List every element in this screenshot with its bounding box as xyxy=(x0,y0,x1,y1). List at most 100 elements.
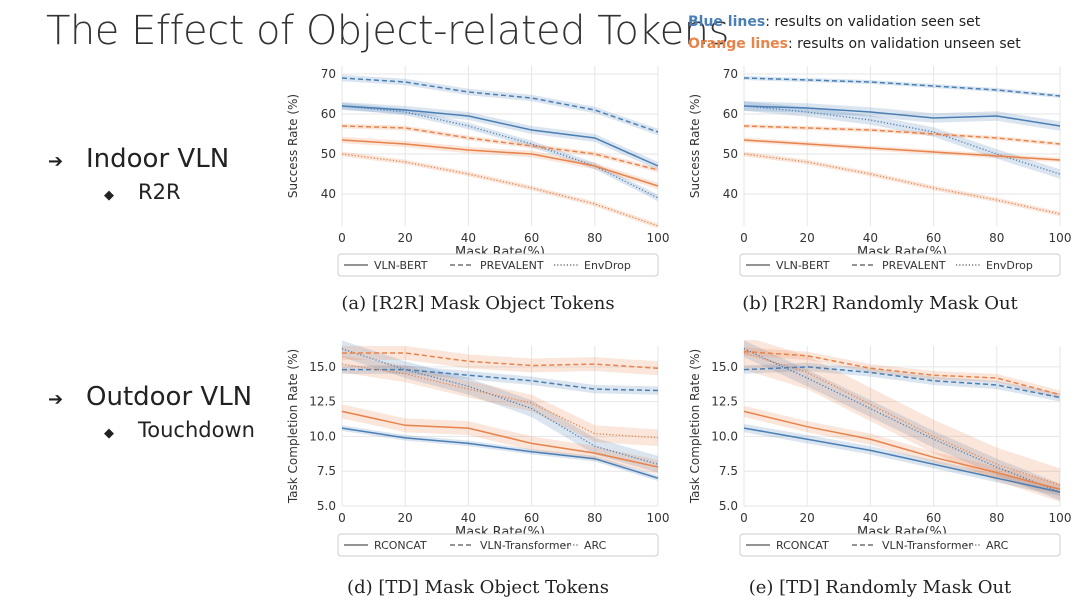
x-tick-label: 40 xyxy=(461,511,476,525)
caption-a: (a) [R2R] Mask Object Tokens xyxy=(341,293,615,314)
series-line-unseen-vln-transformer xyxy=(743,350,1061,396)
x-tick-label: 40 xyxy=(863,231,878,245)
x-tick-label: 40 xyxy=(863,511,878,525)
blue-lines-note: Blue lines: results on validation seen s… xyxy=(688,14,980,30)
series-line-unseen-rconcat xyxy=(743,410,1061,491)
y-axis-label: Task Completion Rate (%) xyxy=(286,349,300,504)
x-tick-label: 100 xyxy=(647,511,670,525)
x-tick-label: 20 xyxy=(800,231,815,245)
series-band-unseen-vln-transformer xyxy=(744,347,1060,399)
y-tick-label: 40 xyxy=(321,187,336,201)
series-band-unseen-prevalent xyxy=(342,123,658,173)
series-band-seen-vln-transformer xyxy=(342,365,658,395)
y-tick-label: 7.5 xyxy=(719,464,738,478)
series-band-unseen-vln-transformer xyxy=(342,346,658,376)
x-tick-label: 60 xyxy=(926,511,941,525)
series-line-unseen-prevalent xyxy=(341,125,659,171)
series-line-seen-rconcat xyxy=(743,427,1061,493)
series-band-unseen-envdrop xyxy=(342,151,658,229)
legend-box xyxy=(739,533,1061,557)
series-band-unseen-rconcat xyxy=(744,405,1060,495)
series-band-seen-prevalent xyxy=(744,76,1060,98)
x-tick-label: 20 xyxy=(398,231,413,245)
x-tick-label: 80 xyxy=(587,231,602,245)
y-tick-label: 15.0 xyxy=(711,360,738,374)
diamond-icon: ◆ xyxy=(104,188,114,203)
series-band-seen-arc xyxy=(342,340,658,473)
series-line-unseen-vln-bert xyxy=(341,139,659,187)
series-band-unseen-envdrop xyxy=(744,151,1060,217)
y-axis-label: Task Completion Rate (%) xyxy=(688,349,702,504)
bullet-outdoor-vln: ➔ Outdoor VLN xyxy=(48,382,252,412)
legend-label-prevalent: PREVALENT xyxy=(882,259,946,272)
caption-d: (d) [TD] Mask Object Tokens xyxy=(347,577,609,598)
series-band-seen-vln-bert xyxy=(342,102,658,170)
y-tick-label: 5.0 xyxy=(719,499,738,513)
y-tick-label: 70 xyxy=(723,67,738,81)
sub-bullet-r2r-text: R2R xyxy=(138,180,181,204)
series-line-seen-vln-transformer xyxy=(743,366,1061,399)
y-tick-label: 12.5 xyxy=(309,395,336,409)
legend-label-vln-bert: VLN-BERT xyxy=(374,259,428,272)
series-line-seen-vln-bert xyxy=(743,105,1061,127)
y-tick-label: 5.0 xyxy=(317,499,336,513)
legend-label-arc: ARC xyxy=(986,539,1009,552)
x-tick-label: 100 xyxy=(1049,231,1072,245)
sub-bullet-r2r: ◆ R2R xyxy=(104,180,181,204)
series-line-seen-prevalent xyxy=(341,77,659,133)
y-tick-label: 60 xyxy=(321,107,336,121)
x-tick-label: 60 xyxy=(926,231,941,245)
x-tick-label: 80 xyxy=(989,511,1004,525)
series-line-seen-rconcat xyxy=(341,427,659,479)
orange-lines-note: Orange lines: results on validation unse… xyxy=(688,36,1021,52)
legend-label-vln-transformer: VLN-Transformer xyxy=(882,539,973,552)
blue-lines-label: Blue lines xyxy=(688,14,766,30)
x-tick-label: 0 xyxy=(338,231,346,245)
series-band-unseen-arc xyxy=(342,355,658,447)
series-line-unseen-rconcat xyxy=(341,410,659,468)
bullet-outdoor-text: Outdoor VLN xyxy=(86,382,253,412)
y-axis-label: Success Rate (%) xyxy=(286,94,300,198)
y-tick-label: 7.5 xyxy=(317,464,336,478)
legend-label-arc: ARC xyxy=(584,539,607,552)
bullet-indoor-text: Indoor VLN xyxy=(86,144,230,174)
x-tick-label: 60 xyxy=(524,231,539,245)
y-axis-label: Success Rate (%) xyxy=(688,94,702,198)
series-line-unseen-arc xyxy=(743,352,1061,486)
series-line-seen-envdrop xyxy=(341,105,659,199)
series-line-seen-arc xyxy=(341,348,659,465)
series-line-unseen-vln-transformer xyxy=(342,352,659,370)
x-tick-label: 20 xyxy=(398,511,413,525)
x-tick-label: 80 xyxy=(587,511,602,525)
arrow-icon: ➔ xyxy=(48,151,64,172)
legend-box xyxy=(337,253,659,277)
y-tick-label: 12.5 xyxy=(711,395,738,409)
blue-lines-text: : results on validation seen set xyxy=(765,14,981,30)
x-tick-label: 80 xyxy=(989,231,1004,245)
legend-label-vln-transformer: VLN-Transformer xyxy=(480,539,571,552)
diamond-icon: ◆ xyxy=(104,426,114,441)
series-line-unseen-vln-bert xyxy=(743,139,1061,161)
x-tick-label: 0 xyxy=(740,511,748,525)
orange-lines-text: : results on validation unseen set xyxy=(788,36,1021,52)
arrow-icon: ➔ xyxy=(48,389,64,410)
sub-bullet-touchdown-text: Touchdown xyxy=(138,418,255,442)
x-tick-label: 100 xyxy=(1049,511,1072,525)
x-tick-label: 60 xyxy=(524,511,539,525)
x-tick-label: 0 xyxy=(740,231,748,245)
legend-label-rconcat: RCONCAT xyxy=(776,539,829,552)
legend-label-envdrop: EnvDrop xyxy=(986,259,1033,272)
series-band-unseen-prevalent xyxy=(744,124,1060,146)
y-tick-label: 50 xyxy=(723,147,738,161)
caption-b: (b) [R2R] Randomly Mask Out xyxy=(742,293,1018,314)
x-tick-label: 0 xyxy=(338,511,346,525)
x-tick-label: 100 xyxy=(647,231,670,245)
y-tick-label: 15.0 xyxy=(309,360,336,374)
series-line-seen-prevalent xyxy=(743,77,1061,97)
y-tick-label: 50 xyxy=(321,147,336,161)
series-line-unseen-prevalent xyxy=(743,125,1061,145)
y-tick-label: 10.0 xyxy=(711,429,738,443)
legend-label-rconcat: RCONCAT xyxy=(374,539,427,552)
bullet-indoor-vln: ➔ Indoor VLN xyxy=(48,144,229,174)
